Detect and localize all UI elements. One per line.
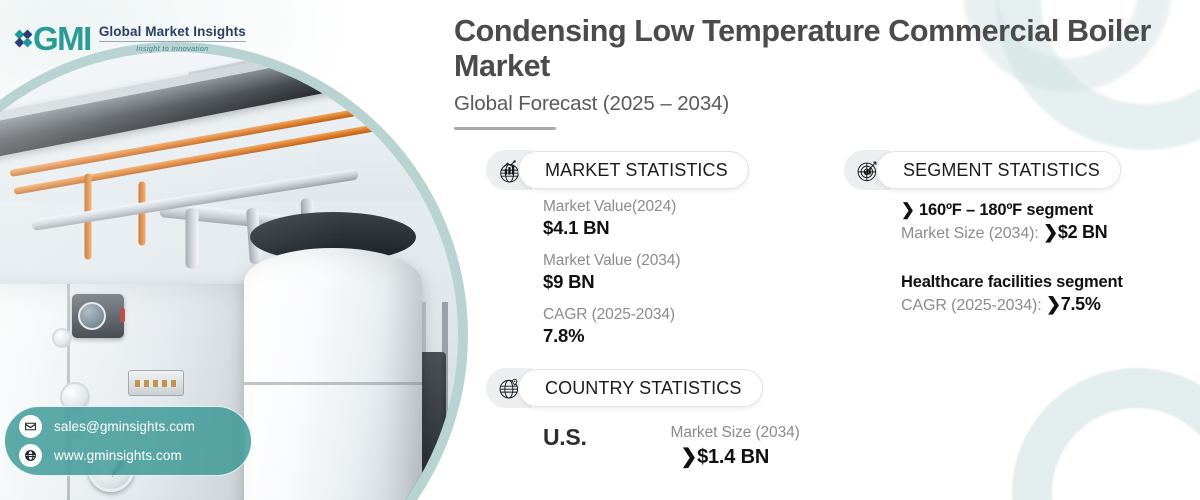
market-stat-row: Market Value (2034) $9 BN [543, 252, 680, 293]
market-stat-label: Market Value (2034) [543, 252, 681, 269]
logo-tagline: Insight to Innovation [136, 44, 209, 54]
segment-metric: Market Size (2034): ❯$2 BN [901, 222, 1123, 243]
market-statistics-block: Market Value(2024) $4.1 BN Market Value … [543, 198, 680, 360]
market-stat-label: Market Value(2024) [543, 198, 677, 215]
segment-metric-value: ❯7.5% [1045, 294, 1101, 314]
segment-heading: Healthcare facilities segment [901, 273, 1123, 291]
logo-mark: GMI [14, 20, 92, 57]
logo-company-name: Global Market Insights [98, 23, 246, 39]
globe-icon [19, 444, 42, 467]
country-statistics-pill[interactable]: COUNTRY STATISTICS [518, 369, 763, 407]
contact-website-row[interactable]: www.gminsights.com [19, 444, 237, 467]
segment-statistics-block: ❯ 160ºF – 180ºF segment Market Size (203… [901, 200, 1123, 315]
page-title: Condensing Low Temperature Commercial Bo… [454, 14, 1152, 84]
segment-metric: CAGR (2025-2034): ❯7.5% [901, 294, 1123, 315]
country-name: U.S. [543, 424, 587, 450]
contact-email-text: sales@gminsights.com [54, 419, 196, 434]
header: Condensing Low Temperature Commercial Bo… [454, 14, 1154, 131]
market-statistics-pill[interactable]: MARKET STATISTICS [518, 151, 749, 189]
market-stat-value: $9 BN [543, 271, 595, 292]
market-stat-value: 7.8% [543, 325, 585, 346]
logo-letters: GMI [33, 20, 92, 57]
contact-pill: sales@gminsights.com www.gminsights.com [4, 406, 252, 476]
segment-statistics-label: SEGMENT STATISTICS [903, 159, 1100, 180]
segment-metric-label: Market Size (2034): [901, 225, 1039, 242]
market-statistics-badge[interactable]: MARKET STATISTICS [486, 150, 749, 190]
market-stat-value: $4.1 BN [543, 217, 610, 238]
logo-divider [98, 41, 246, 43]
contact-email-row[interactable]: sales@gminsights.com [19, 415, 237, 438]
segment-block: ❯ 160ºF – 180ºF segment Market Size (203… [901, 200, 1123, 243]
bottom-right-arc-decoration [1012, 368, 1200, 500]
segment-statistics-badge[interactable]: SEGMENT STATISTICS [844, 150, 1121, 190]
market-stat-row: Market Value(2024) $4.1 BN [543, 198, 680, 239]
header-divider [454, 127, 556, 131]
segment-block: Healthcare facilities segment CAGR (2025… [901, 273, 1123, 315]
envelope-icon [19, 415, 42, 438]
country-metric-value: ❯$1.4 BN [680, 446, 770, 468]
logo-diamonds-icon [14, 29, 33, 48]
segment-heading: ❯ 160ºF – 180ºF segment [901, 201, 1093, 219]
logo-wordmark: Global Market Insights Insight to Innova… [98, 23, 246, 54]
page-subtitle: Global Forecast (2025 – 2034) [454, 92, 730, 116]
market-statistics-label: MARKET STATISTICS [545, 159, 728, 180]
market-stat-label: CAGR (2025-2034) [543, 306, 675, 323]
country-metric: Market Size (2034) ❯$1.4 BN [671, 424, 800, 469]
gmi-logo[interactable]: GMI Global Market Insights Insight to In… [14, 20, 246, 57]
segment-metric-label: CAGR (2025-2034): [901, 297, 1042, 314]
contact-website-text: www.gminsights.com [54, 448, 182, 463]
country-statistics-badge[interactable]: COUNTRY STATISTICS [486, 368, 763, 408]
country-statistics-block: U.S. Market Size (2034) ❯$1.4 BN [543, 424, 800, 469]
country-statistics-label: COUNTRY STATISTICS [545, 377, 742, 398]
segment-statistics-pill[interactable]: SEGMENT STATISTICS [876, 151, 1121, 189]
market-stat-row: CAGR (2025-2034) 7.8% [543, 306, 680, 347]
segment-metric-value: ❯$2 BN [1043, 222, 1108, 242]
country-metric-label: Market Size (2034) [670, 424, 800, 441]
